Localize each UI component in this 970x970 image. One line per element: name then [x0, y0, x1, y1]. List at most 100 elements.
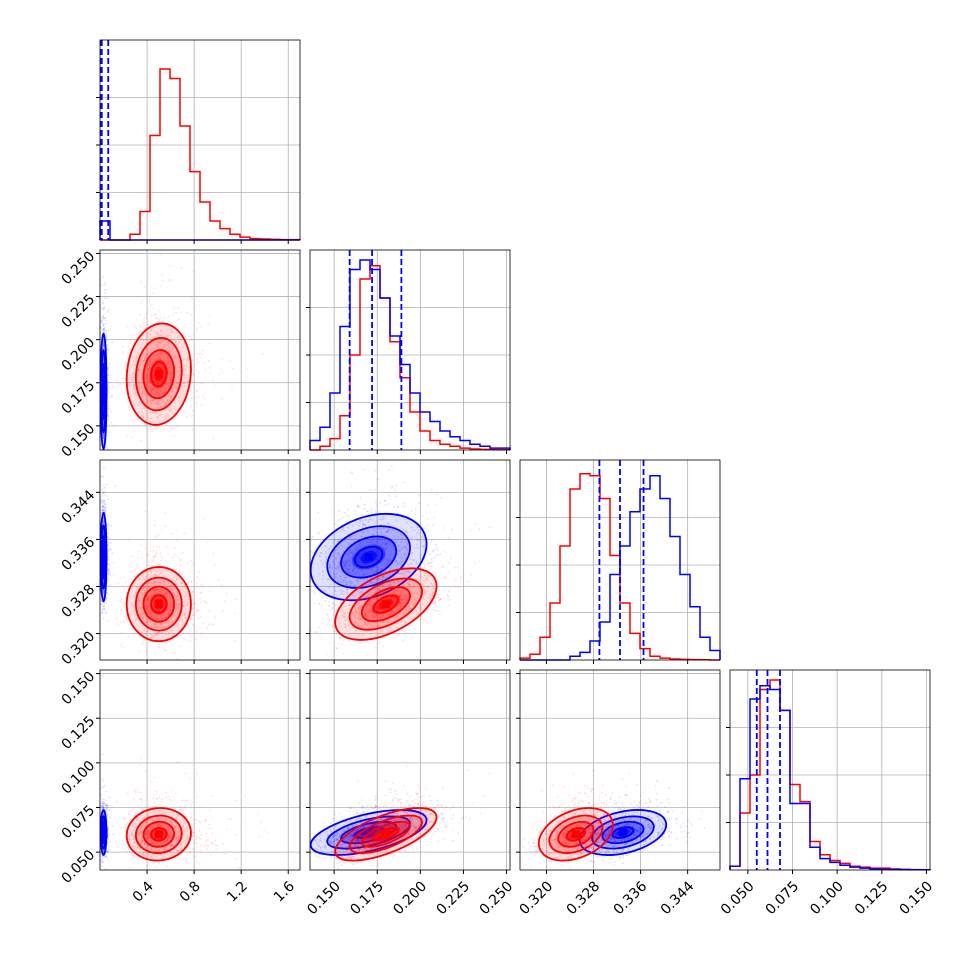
red-sample-point	[183, 604, 185, 607]
blue-sample-point	[369, 576, 372, 579]
red-sample-point	[156, 400, 159, 403]
blue-sample-point	[107, 407, 110, 410]
red-sample-point	[168, 369, 170, 372]
blue-sample-point	[334, 586, 336, 589]
red-sample-point	[137, 372, 139, 374]
red-sample-point	[155, 391, 158, 394]
red-sample-point	[167, 327, 169, 330]
blue-sample-point	[104, 281, 107, 284]
blue-sample-point	[105, 297, 108, 300]
red-sample-point	[182, 392, 185, 395]
blue-sample-point	[339, 578, 342, 581]
blue-sample-point	[394, 561, 397, 564]
red-sample-point	[185, 376, 188, 379]
blue-sample-point	[348, 515, 351, 518]
red-sample-point	[144, 370, 147, 373]
blue-sample-point	[382, 584, 385, 587]
blue-sample-point	[390, 465, 393, 468]
red-sample-point	[150, 595, 153, 598]
red-sample-point	[138, 602, 141, 605]
red-sample-point	[190, 618, 193, 620]
red-sample-point	[402, 597, 405, 599]
red-sample-point	[166, 399, 169, 401]
red-sample-point	[153, 555, 155, 558]
panel-1-1	[306, 249, 511, 454]
red-sample-point	[128, 383, 131, 386]
blue-sample-point	[349, 580, 352, 583]
blue-sample-point	[325, 561, 327, 563]
blue-sample-point	[354, 583, 357, 586]
red-sample-point	[153, 394, 156, 397]
blue-sample-point	[107, 415, 109, 417]
blue-sample-point	[103, 328, 106, 330]
panel-border	[99, 39, 301, 241]
red-sample-point	[137, 364, 140, 367]
blue-sample-point	[102, 433, 105, 436]
blue-sample-point	[109, 584, 112, 587]
red-sample-point	[159, 590, 162, 593]
red-sample-point	[164, 423, 167, 426]
red-sample-point	[151, 590, 153, 593]
red-sample-point	[170, 630, 172, 632]
red-sample-point	[203, 599, 205, 602]
red-sample-point	[173, 379, 176, 382]
red-sample-point	[133, 575, 136, 578]
red-sample-point	[163, 591, 166, 594]
blue-sample-point	[103, 509, 106, 512]
blue-sample-point	[427, 562, 430, 565]
red-sample-point	[138, 330, 141, 333]
blue-sample-point	[102, 329, 105, 332]
red-sample-point	[132, 605, 135, 608]
blue-sample-point	[451, 528, 453, 531]
red-sample-point	[146, 597, 149, 599]
red-sample-point	[214, 616, 217, 619]
red-sample-point	[183, 326, 185, 329]
blue-sample-point	[337, 552, 340, 555]
red-sample-point	[139, 612, 142, 614]
blue-sample-point	[381, 567, 384, 570]
blue-sample-point	[358, 544, 360, 547]
red-sample-point	[183, 637, 186, 640]
blue-sample-point	[332, 541, 334, 544]
blue-sample-point	[343, 576, 346, 579]
red-sample-point	[199, 325, 202, 328]
red-sample-point	[121, 345, 124, 348]
red-sample-point	[168, 612, 171, 615]
blue-sample-point	[343, 593, 345, 595]
red-sample-point	[141, 582, 144, 585]
red-sample-point	[161, 390, 164, 393]
blue-sample-point	[426, 531, 429, 534]
red-sample-point	[155, 616, 158, 619]
blue-sample-point	[102, 359, 105, 362]
red-sample-point	[181, 571, 184, 574]
red-sample-point	[163, 583, 166, 586]
blue-sample-point	[390, 553, 393, 556]
red-sample-point	[140, 325, 142, 328]
red-sample-point	[141, 606, 143, 609]
red-sample-point	[123, 587, 126, 590]
blue-sample-point	[359, 520, 362, 523]
blue-sample-point	[426, 585, 429, 588]
blue-sample-point	[430, 488, 433, 491]
red-sample-point	[195, 603, 198, 605]
red-sample-point	[170, 371, 173, 374]
red-sample-point	[117, 600, 120, 602]
red-sample-point	[145, 424, 148, 427]
blue-sample-point	[356, 547, 359, 549]
red-sample-point	[170, 408, 173, 411]
red-sample-point	[140, 326, 143, 329]
blue-sample-point	[103, 486, 106, 489]
blue-sample-point	[364, 524, 367, 527]
red-sample-point	[212, 552, 215, 555]
red-sample-point	[385, 582, 388, 585]
blue-sample-point	[102, 505, 105, 508]
blue-sample-point	[376, 528, 379, 530]
red-sample-point	[397, 590, 400, 593]
blue-sample-point	[421, 535, 424, 538]
blue-sample-point	[328, 578, 330, 581]
red-sample-point	[145, 605, 148, 608]
blue-sample-point	[410, 510, 413, 512]
red-sample-point	[161, 354, 164, 357]
blue-sample-point	[103, 609, 106, 611]
blue-sample-point	[103, 306, 106, 308]
